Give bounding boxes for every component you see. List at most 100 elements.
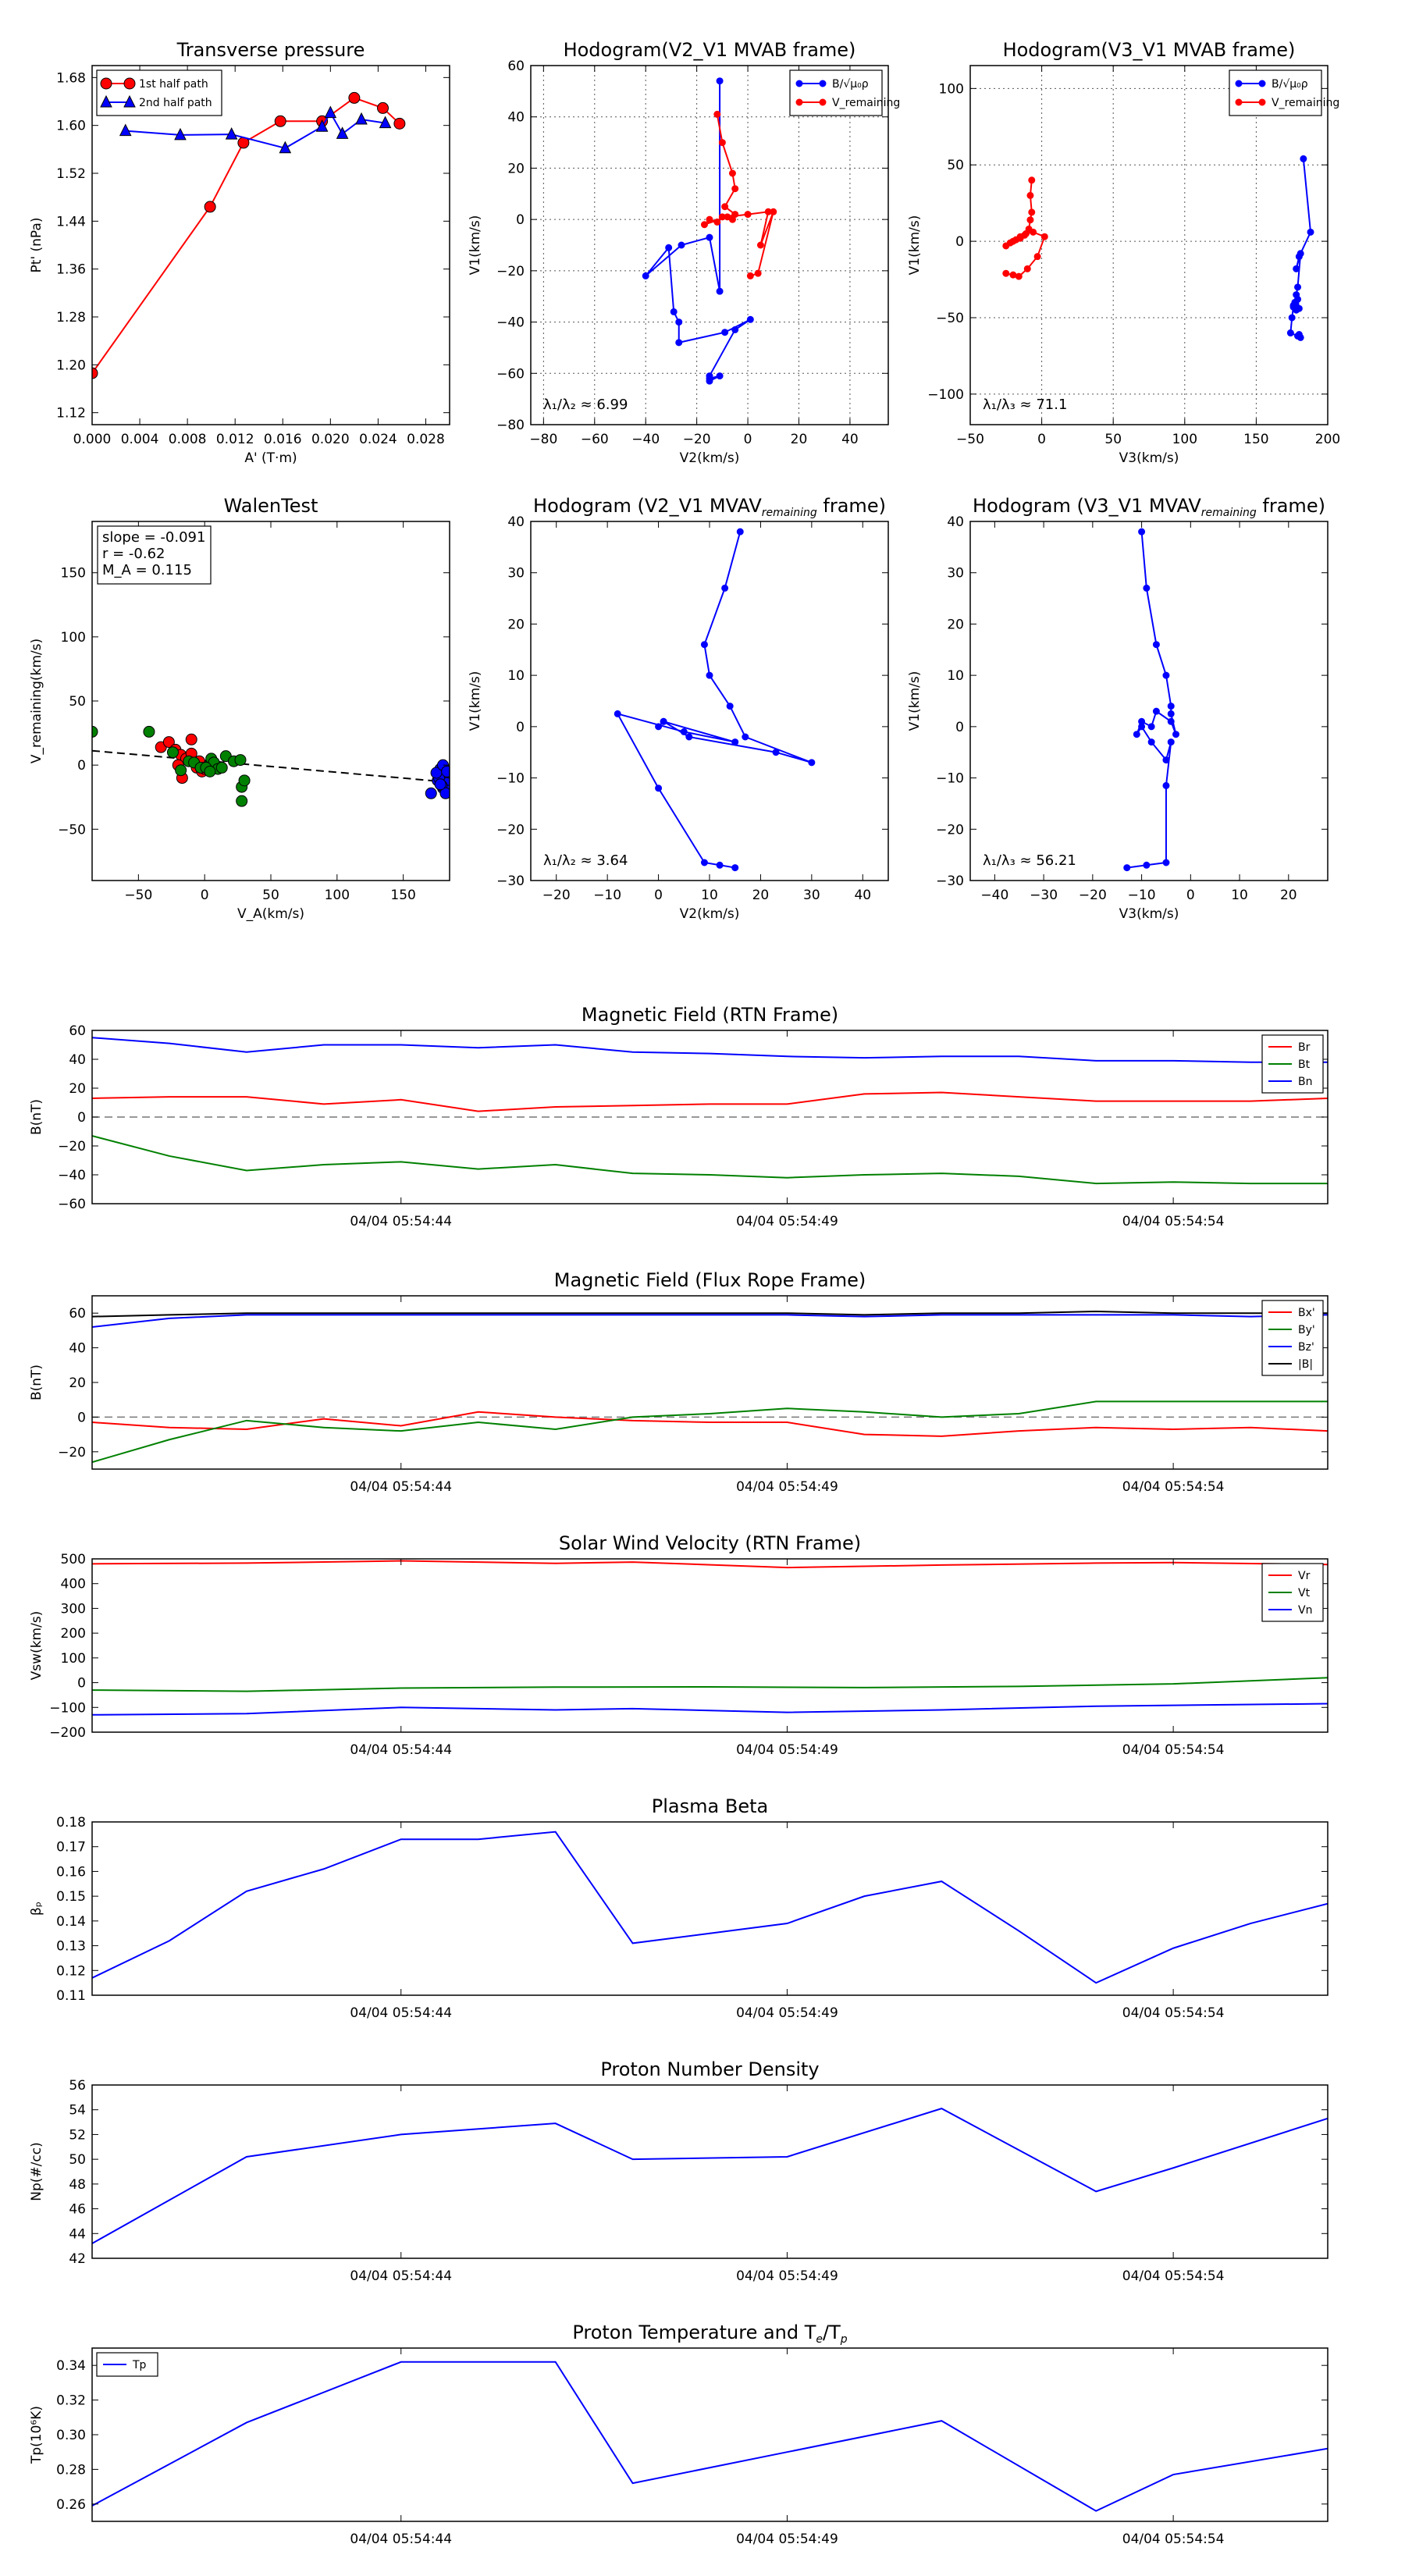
data-point — [1022, 229, 1030, 237]
legend-label: V_remaining — [832, 97, 900, 109]
data-point — [1294, 295, 1302, 303]
legend-label: Bn — [1298, 1076, 1312, 1088]
x-axis-label: V3(km/s) — [1119, 906, 1179, 922]
data-point — [1295, 304, 1303, 312]
series-line — [92, 1703, 1328, 1716]
series-line — [92, 1135, 1328, 1185]
data-point — [238, 774, 251, 787]
data-point — [736, 528, 744, 535]
data-point — [731, 864, 739, 872]
series-line — [92, 1314, 1328, 1328]
x-tick-label: 100 — [325, 888, 350, 903]
data-point — [1016, 233, 1024, 240]
panel-hodo3: −20 −10 0 10 20 30 40 −30 −20 −10 0 10 20 30 40 Hodogra… — [468, 495, 889, 922]
data-point — [1002, 269, 1010, 277]
title-part: /T — [823, 2322, 841, 2343]
x-axis-label: V2(km/s) — [680, 906, 740, 922]
data-point — [1023, 265, 1031, 272]
data-point — [718, 139, 726, 147]
y-tick-label: −20 — [936, 822, 964, 838]
data-point — [236, 795, 248, 807]
data-point — [726, 703, 734, 710]
y-tick-label: 1.60 — [56, 119, 86, 134]
data-point — [425, 787, 437, 799]
y-tick-label: 1.28 — [56, 310, 86, 326]
series-line — [92, 1091, 1328, 1112]
data-point — [795, 98, 803, 106]
panel-title: Hodogram(V2_V1 MVAB frame) — [564, 39, 856, 61]
x-tick-label: 0.028 — [407, 432, 445, 447]
y-tick-label: 50 — [69, 694, 86, 710]
legend-label: V_remaining — [1272, 97, 1339, 109]
x-tick-label: −50 — [956, 432, 984, 447]
plot-area — [92, 1831, 1328, 1984]
data-point — [642, 272, 649, 279]
y-tick-label: 1.12 — [56, 406, 86, 422]
time-tick-label: 04/04 05:54:44 — [350, 2532, 452, 2547]
x-tick-label: −20 — [683, 432, 711, 447]
data-point — [1235, 98, 1243, 106]
data-point — [355, 112, 368, 125]
data-point — [731, 326, 739, 333]
data-point — [655, 723, 663, 731]
y-tick-label: 0.11 — [56, 1988, 86, 2004]
y-tick-label: 1.68 — [56, 70, 86, 86]
y-axis-label: B(nT) — [29, 1364, 44, 1400]
data-point — [731, 738, 739, 746]
time-tick-label: 04/04 05:54:49 — [736, 2532, 838, 2547]
data-point — [1172, 731, 1180, 738]
data-point — [1162, 756, 1170, 764]
data-point — [724, 213, 731, 221]
legend-label: Vn — [1298, 1604, 1312, 1617]
data-point — [100, 77, 112, 90]
data-point — [92, 725, 98, 738]
y-tick-label: 0.13 — [56, 1939, 86, 1955]
y-tick-label: −40 — [58, 1168, 86, 1183]
x-tick-label: −10 — [593, 888, 621, 903]
y-tick-label: 100 — [61, 630, 86, 646]
legend-label: Tp — [132, 2359, 147, 2371]
x-tick-label: 0 — [1037, 432, 1046, 447]
data-point — [1033, 253, 1041, 261]
data-point — [1293, 265, 1300, 272]
y-tick-label: −60 — [58, 1197, 86, 1212]
axes-frame — [91, 1558, 1329, 1733]
data-point — [1028, 176, 1036, 184]
data-point — [162, 736, 175, 749]
title-subscript: e — [816, 2333, 823, 2346]
series-line — [1126, 532, 1177, 869]
data-point — [1162, 781, 1170, 789]
data-point — [706, 215, 713, 223]
y-tick-label: −200 — [49, 1725, 86, 1741]
panel-title: Solar Wind Velocity (RTN Frame) — [559, 1532, 861, 1554]
y-tick-label: −10 — [936, 771, 964, 787]
data-point — [678, 241, 685, 249]
series-line — [92, 1411, 1328, 1437]
data-point — [100, 94, 112, 108]
series-line — [92, 1831, 1328, 1984]
y-tick-label: 0.15 — [56, 1889, 86, 1905]
data-point — [1167, 703, 1175, 710]
data-point — [215, 761, 228, 774]
data-point — [665, 244, 673, 251]
data-point — [1297, 333, 1304, 341]
x-tick-label: 100 — [1172, 432, 1197, 447]
data-point — [175, 764, 187, 777]
data-point — [670, 308, 678, 315]
series-line — [645, 80, 751, 382]
time-tick-label: 04/04 05:54:54 — [1122, 2268, 1225, 2284]
series-line — [92, 1037, 1328, 1063]
annotation: λ₁/λ₃ ≈ 56.21 — [983, 852, 1076, 869]
data-point — [1147, 738, 1155, 746]
plot-area — [92, 725, 450, 807]
y-tick-label: 54 — [69, 2103, 86, 2119]
y-axis-label: V1(km/s) — [907, 215, 923, 276]
y-tick-label: 0.16 — [56, 1864, 86, 1880]
title-subscript: remaining — [762, 507, 817, 519]
data-point — [1143, 861, 1151, 869]
time-tick-label: 04/04 05:54:54 — [1122, 1479, 1225, 1495]
data-point — [1123, 864, 1131, 872]
x-tick-label: 0.000 — [73, 432, 112, 447]
y-tick-label: 0.34 — [56, 2358, 86, 2374]
